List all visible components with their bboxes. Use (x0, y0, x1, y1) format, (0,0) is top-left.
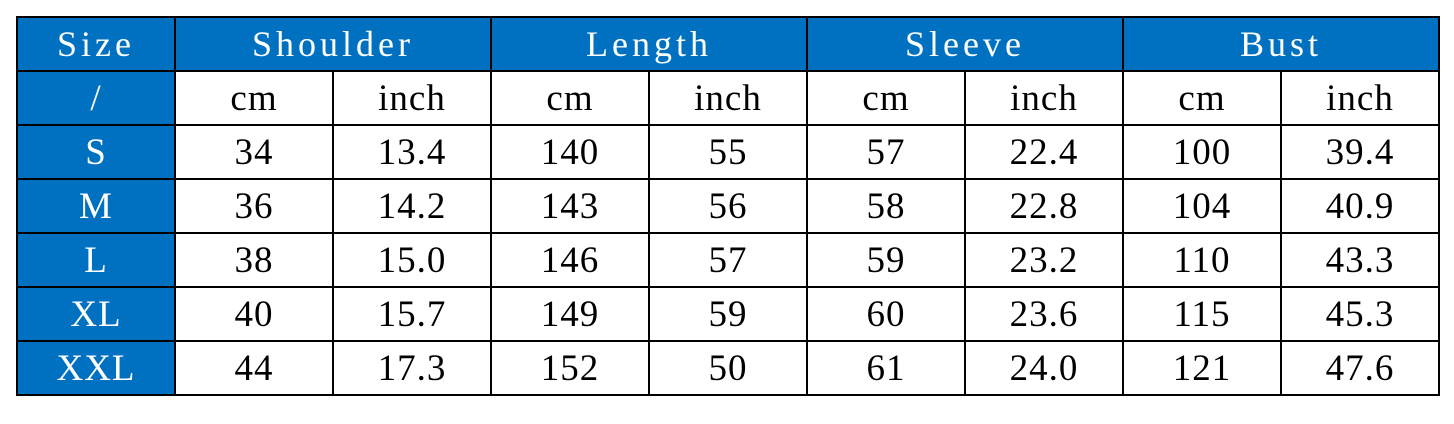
measurement-cell: 13.4 (332, 124, 492, 180)
measurement-cell: 43.3 (1280, 232, 1440, 288)
measurement-cell: 58 (806, 178, 966, 234)
measurement-cell: 23.6 (964, 286, 1124, 342)
measurement-cell: 55 (648, 124, 808, 180)
measurement-cell: 22.4 (964, 124, 1124, 180)
unit-cell: inch (648, 70, 808, 126)
measurement-cell: 40 (174, 286, 334, 342)
measurement-cell: 149 (490, 286, 650, 342)
measurement-cell: 146 (490, 232, 650, 288)
header-row: Size Shoulder Length Sleeve Bust (16, 16, 1440, 72)
table-row: L 38 15.0 146 57 59 23.2 110 43.3 (16, 232, 1440, 288)
unit-cell: cm (490, 70, 650, 126)
size-label: M (16, 178, 176, 234)
measurement-cell: 61 (806, 340, 966, 396)
header-sleeve: Sleeve (806, 16, 1124, 72)
measurement-cell: 57 (648, 232, 808, 288)
unit-cell: inch (1280, 70, 1440, 126)
unit-cell: inch (964, 70, 1124, 126)
measurement-cell: 100 (1122, 124, 1282, 180)
measurement-cell: 39.4 (1280, 124, 1440, 180)
header-bust: Bust (1122, 16, 1440, 72)
measurement-cell: 104 (1122, 178, 1282, 234)
measurement-cell: 152 (490, 340, 650, 396)
size-label: L (16, 232, 176, 288)
measurement-cell: 34 (174, 124, 334, 180)
measurement-cell: 44 (174, 340, 334, 396)
measurement-cell: 24.0 (964, 340, 1124, 396)
measurement-cell: 15.7 (332, 286, 492, 342)
unit-cell: cm (1122, 70, 1282, 126)
measurement-cell: 115 (1122, 286, 1282, 342)
measurement-cell: 143 (490, 178, 650, 234)
size-label: XXL (16, 340, 176, 396)
size-label: XL (16, 286, 176, 342)
table-row: S 34 13.4 140 55 57 22.4 100 39.4 (16, 124, 1440, 180)
unit-cell: cm (806, 70, 966, 126)
measurement-cell: 17.3 (332, 340, 492, 396)
size-chart-table: Size Shoulder Length Sleeve Bust / cm in… (16, 16, 1440, 396)
unit-cell: cm (174, 70, 334, 126)
measurement-cell: 57 (806, 124, 966, 180)
measurement-cell: 59 (648, 286, 808, 342)
measurement-cell: 15.0 (332, 232, 492, 288)
table-row: XXL 44 17.3 152 50 61 24.0 121 47.6 (16, 340, 1440, 396)
measurement-cell: 121 (1122, 340, 1282, 396)
unit-cell: inch (332, 70, 492, 126)
measurement-cell: 140 (490, 124, 650, 180)
measurement-cell: 36 (174, 178, 334, 234)
measurement-cell: 45.3 (1280, 286, 1440, 342)
table-row: XL 40 15.7 149 59 60 23.6 115 45.3 (16, 286, 1440, 342)
size-label: S (16, 124, 176, 180)
header-size: Size (16, 16, 176, 72)
measurement-cell: 40.9 (1280, 178, 1440, 234)
measurement-cell: 47.6 (1280, 340, 1440, 396)
measurement-cell: 14.2 (332, 178, 492, 234)
table-row: M 36 14.2 143 56 58 22.8 104 40.9 (16, 178, 1440, 234)
measurement-cell: 38 (174, 232, 334, 288)
measurement-cell: 22.8 (964, 178, 1124, 234)
measurement-cell: 56 (648, 178, 808, 234)
measurement-cell: 59 (806, 232, 966, 288)
units-label: / (16, 70, 176, 126)
units-row: / cm inch cm inch cm inch cm inch (16, 70, 1440, 126)
measurement-cell: 60 (806, 286, 966, 342)
header-shoulder: Shoulder (174, 16, 492, 72)
measurement-cell: 23.2 (964, 232, 1124, 288)
header-length: Length (490, 16, 808, 72)
measurement-cell: 110 (1122, 232, 1282, 288)
measurement-cell: 50 (648, 340, 808, 396)
